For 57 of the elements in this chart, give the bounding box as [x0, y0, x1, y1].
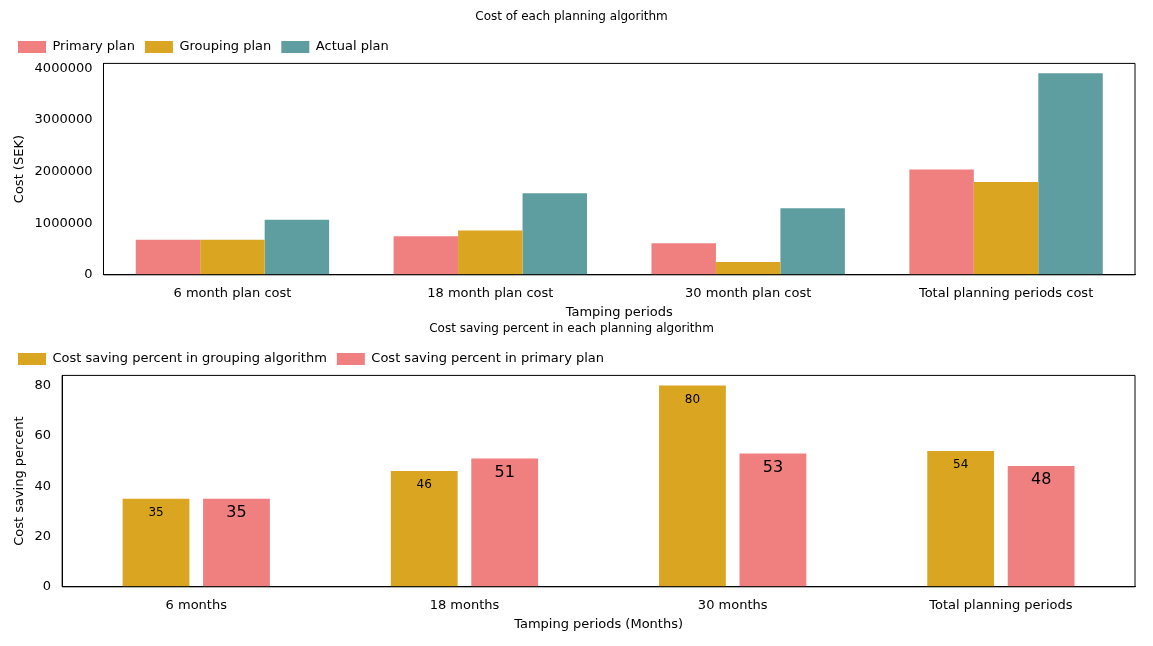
x-tick-label: 18 month plan cost: [427, 284, 554, 300]
bar: [1007, 466, 1075, 587]
y-axis-title: Cost saving percent: [11, 416, 27, 546]
data-label: 51: [494, 461, 515, 481]
bar: [651, 243, 716, 275]
bar: [780, 208, 845, 275]
y-tick-label: 0: [42, 578, 52, 594]
x-axis-title: Tamping periods: [564, 303, 674, 319]
bar: [659, 385, 726, 587]
bar: [522, 193, 588, 275]
bar: [135, 239, 201, 275]
bar: [122, 498, 190, 587]
x-tick-label: 6 month plan cost: [173, 284, 292, 300]
y-tick-label: 0: [84, 266, 93, 282]
bar: [264, 219, 330, 275]
data-label: 48: [1030, 469, 1052, 489]
y-tick-label: 80: [34, 376, 52, 392]
y-tick-label: 2000000: [34, 163, 93, 179]
data-label: 54: [953, 457, 969, 472]
x-axis-title: Tamping periods (Months): [513, 615, 684, 631]
x-tick-label: Total planning periods: [928, 596, 1073, 612]
chart-title: Cost of each planning algorithm: [475, 9, 668, 24]
x-tick-label: 30 months: [697, 596, 768, 612]
bar: [203, 498, 270, 587]
y-tick-label: 3000000: [34, 111, 93, 127]
bar: [390, 471, 458, 587]
y-tick-label: 20: [34, 527, 52, 543]
legend-label: Cost saving percent in grouping algorithm: [52, 350, 327, 366]
x-tick-label: 18 months: [429, 596, 500, 612]
bar: [200, 239, 265, 275]
bar: [458, 230, 523, 275]
bar: [1038, 73, 1103, 275]
data-label: 80: [684, 391, 701, 406]
x-tick-label: Total planning periods cost: [917, 284, 1094, 300]
bar: [909, 169, 974, 275]
x-tick-label: 6 months: [165, 596, 228, 612]
legend-label: Grouping plan: [179, 38, 272, 54]
data-label: 35: [148, 504, 164, 519]
chart-title: Cost saving percent in each planning algorithm: [429, 321, 714, 336]
y-tick-label: 1000000: [34, 214, 93, 230]
y-tick-label: 60: [34, 427, 52, 443]
bar: [393, 236, 459, 275]
data-label: 46: [416, 477, 432, 492]
bar: [927, 450, 995, 587]
bar: [739, 453, 807, 587]
bar: [715, 261, 781, 275]
legend-label: Actual plan: [315, 38, 389, 54]
legend-label: Cost saving percent in primary plan: [371, 350, 605, 366]
legend-label: Primary plan: [52, 38, 135, 54]
y-axis-title: Cost (SEK): [11, 135, 27, 204]
bar: [973, 181, 1039, 275]
data-label: 35: [226, 501, 247, 521]
data-label: 53: [762, 456, 784, 476]
y-tick-label: 4000000: [34, 59, 93, 75]
x-tick-label: 30 month plan cost: [685, 284, 812, 300]
y-tick-label: 40: [34, 477, 52, 493]
bar: [471, 458, 539, 587]
